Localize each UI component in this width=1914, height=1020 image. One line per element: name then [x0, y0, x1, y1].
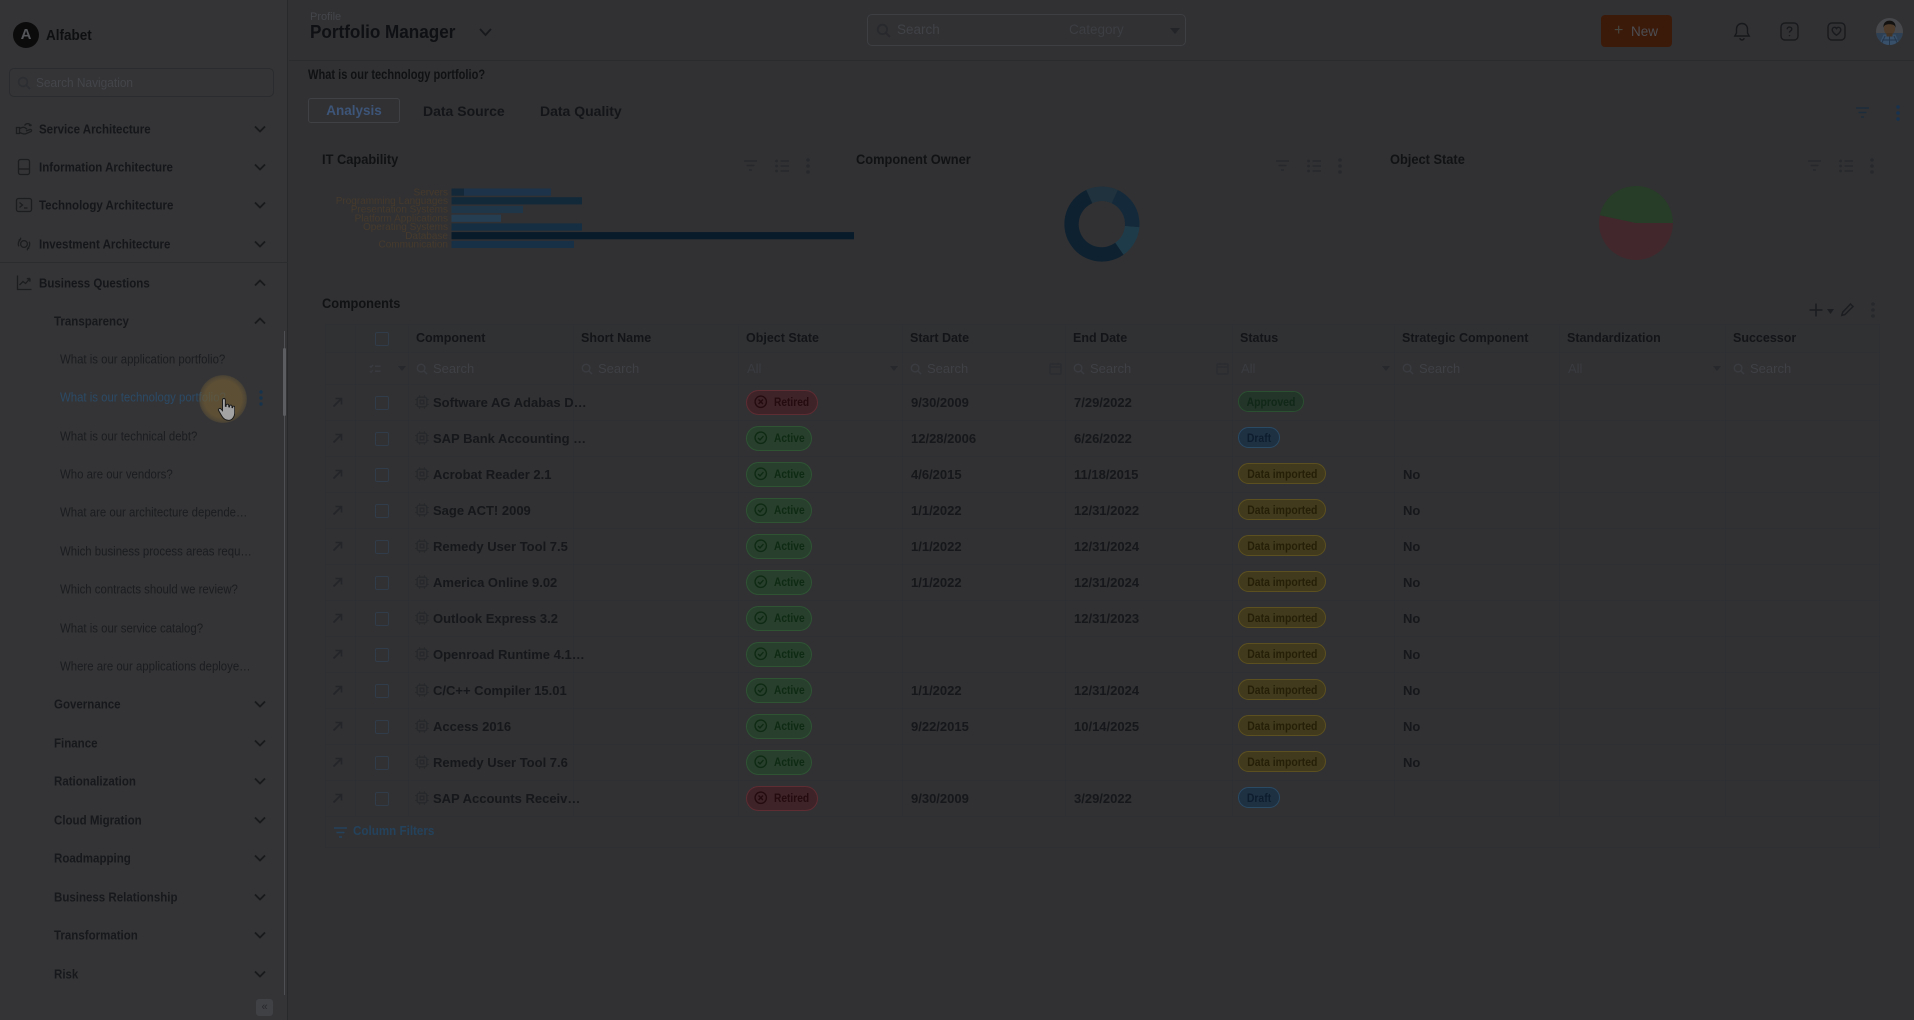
svg-text:Servers: Servers [414, 187, 448, 198]
svg-text:Platform Applications: Platform Applications [355, 214, 448, 225]
svg-text:Presentation Systems: Presentation Systems [351, 205, 448, 216]
svg-text:Database: Database [405, 231, 448, 242]
svg-text:Programming Languages: Programming Languages [336, 196, 448, 207]
svg-text:Operating Systems: Operating Systems [363, 222, 448, 233]
svg-text:Communication: Communication [379, 240, 448, 251]
